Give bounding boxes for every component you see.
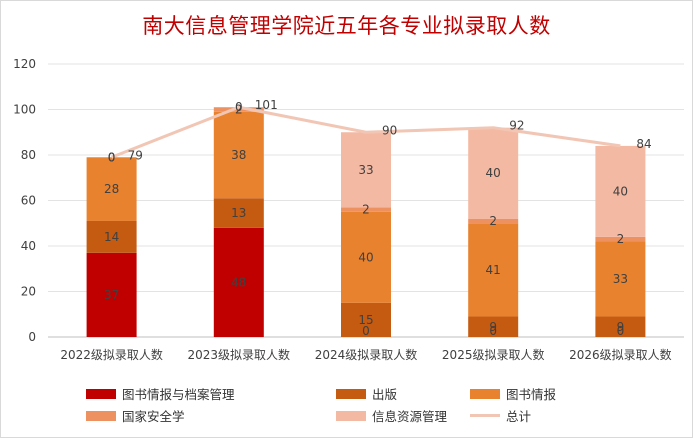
- data-label: 0: [617, 324, 625, 338]
- chart-title: 南大信息管理学院近五年各专业拟录取人数: [142, 14, 551, 38]
- bar-segment: [86, 252, 137, 337]
- bar-segment: [468, 316, 519, 337]
- data-label: 48: [231, 275, 246, 289]
- legend-swatch: [86, 410, 116, 421]
- data-label: 2: [362, 203, 370, 217]
- data-label: 41: [486, 263, 501, 277]
- x-tick-label: 2023级拟录取人数: [188, 347, 291, 362]
- data-label: 0: [108, 150, 116, 164]
- legend-label: 出版: [372, 387, 398, 402]
- bar-segment: [341, 207, 391, 212]
- bar-segment: [213, 111, 264, 199]
- data-label: 9: [617, 320, 625, 334]
- legend-item: 图书情报与档案管理: [86, 384, 235, 403]
- bar-segment: [86, 157, 137, 221]
- data-label: 33: [358, 163, 373, 177]
- data-label: 40: [486, 166, 501, 180]
- data-label: 2: [235, 103, 243, 117]
- y-tick-label: 0: [28, 330, 36, 344]
- legend-item: 图书情报: [470, 384, 556, 403]
- bar-segment: [468, 223, 519, 317]
- legend-label: 信息资源管理: [372, 409, 448, 424]
- data-label: 13: [231, 206, 246, 220]
- data-label: 40: [358, 250, 373, 264]
- bar-segment: [213, 198, 264, 228]
- bar-segment: [341, 132, 391, 208]
- bar-segment: [468, 218, 519, 224]
- legend-item: 总计: [470, 406, 531, 425]
- bar-segment: [595, 241, 646, 317]
- legend-item: 出版: [336, 384, 397, 403]
- y-tick-label: 20: [21, 285, 36, 299]
- data-label: 0: [108, 150, 116, 164]
- legend-line-swatch: [470, 414, 500, 417]
- y-tick-label: 60: [21, 194, 36, 208]
- data-label: 2: [489, 214, 497, 228]
- total-label: 90: [382, 123, 397, 137]
- bar-segment: [213, 107, 264, 112]
- total-label: 92: [509, 119, 524, 133]
- legend-swatch: [336, 388, 366, 399]
- bar-segment: [341, 302, 391, 337]
- legend-label: 总计: [506, 409, 532, 424]
- data-label: 14: [104, 230, 119, 244]
- x-tick-label: 2026级拟录取人数: [569, 347, 672, 362]
- data-label: 40: [613, 184, 628, 198]
- legend-label: 图书情报与档案管理: [122, 387, 235, 402]
- total-label: 79: [128, 148, 143, 162]
- x-tick-label: 2025级拟录取人数: [442, 347, 545, 362]
- legend-swatch: [470, 388, 500, 399]
- data-label: 0: [489, 324, 497, 338]
- bar-segment: [468, 127, 519, 219]
- data-label: 2: [617, 232, 625, 246]
- data-label: 15: [358, 313, 373, 327]
- bar-segment: [341, 211, 391, 303]
- legend-item: 国家安全学: [86, 406, 185, 425]
- legend-label: 图书情报: [506, 387, 557, 402]
- y-tick-label: 100: [13, 103, 36, 117]
- bar-segment: [213, 227, 264, 337]
- legend-swatch: [336, 410, 366, 421]
- data-label: 37: [104, 288, 119, 302]
- data-label: 0: [235, 100, 243, 114]
- total-label: 84: [636, 137, 651, 151]
- data-label: 9: [489, 320, 497, 334]
- bar-segment: [86, 220, 137, 253]
- bar-segment: [595, 316, 646, 337]
- total-line: [111, 105, 621, 159]
- x-tick-label: 2022级拟录取人数: [60, 347, 163, 362]
- total-label: 101: [255, 98, 278, 112]
- data-label: 0: [362, 324, 370, 338]
- legend-item: 信息资源管理: [336, 406, 447, 425]
- y-tick-label: 80: [21, 148, 36, 162]
- x-tick-label: 2024级拟录取人数: [315, 347, 418, 362]
- y-tick-label: 120: [13, 57, 36, 71]
- legend-swatch: [86, 388, 116, 399]
- legend-label: 国家安全学: [122, 409, 185, 424]
- data-label: 33: [613, 272, 628, 286]
- y-tick-label: 40: [21, 239, 36, 253]
- bar-segment: [595, 236, 646, 242]
- data-label: 28: [104, 182, 119, 196]
- data-label: 38: [231, 148, 246, 162]
- bar-segment: [595, 145, 646, 237]
